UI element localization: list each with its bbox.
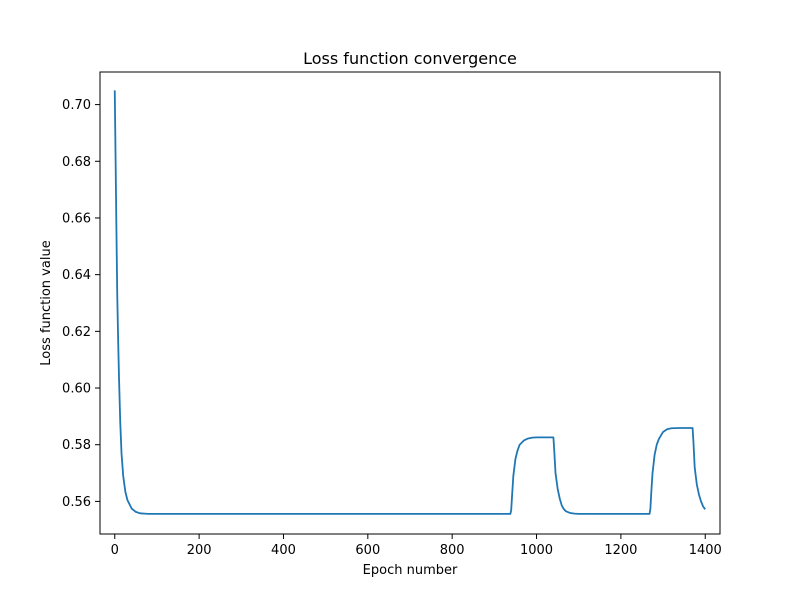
y-tick-label: 0.58 (62, 438, 91, 453)
x-tick-label: 400 (271, 543, 296, 558)
y-tick-label: 0.56 (62, 495, 91, 510)
x-tick-label: 800 (440, 543, 465, 558)
plot-area: 0 200 400 600 800 1000 1200 1400 0.56 0.58 0.60 0.6… (62, 71, 722, 558)
series-line-0 (113, 90, 706, 515)
x-tick-label: 0 (111, 543, 119, 558)
x-tick-label: 1400 (689, 543, 722, 558)
x-tick-label: 200 (187, 543, 212, 558)
axes-frame (99, 71, 721, 535)
y-tick-label: 0.66 (62, 211, 91, 226)
y-tick-label: 0.64 (62, 268, 91, 283)
y-tick-label: 0.68 (62, 155, 91, 170)
x-tick-label: 1000 (520, 543, 553, 558)
y-tick-label: 0.62 (62, 325, 91, 340)
y-axis-label: Loss function value (39, 240, 54, 365)
x-tick-label: 600 (355, 543, 380, 558)
x-tick-label: 1200 (604, 543, 637, 558)
chart-title: Loss function convergence (303, 49, 517, 68)
y-tick-label: 0.60 (62, 382, 91, 397)
y-tick-label: 0.70 (62, 98, 91, 113)
x-axis-label: Epoch number (363, 563, 458, 578)
